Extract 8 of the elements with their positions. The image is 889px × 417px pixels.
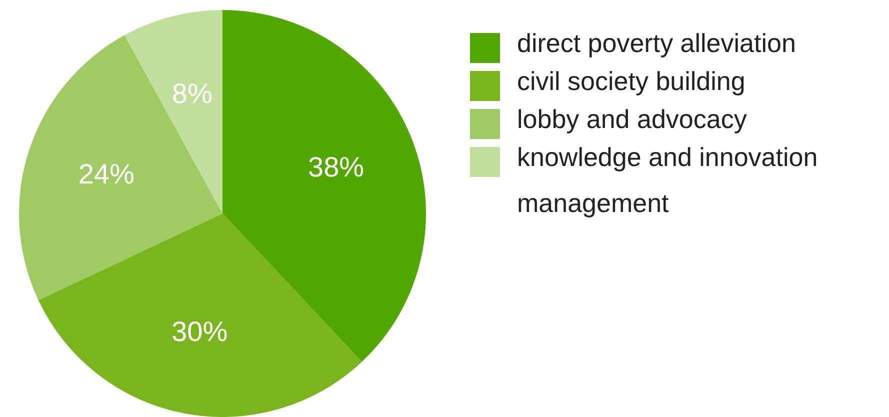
legend-label: civil society building xyxy=(517,65,746,98)
data-label: 30% xyxy=(172,316,228,348)
legend-label: lobby and advocacy xyxy=(517,103,748,136)
data-label: 38% xyxy=(308,151,364,182)
data-label: 8% xyxy=(172,78,212,109)
legend-label: direct poverty alleviation xyxy=(517,27,797,60)
data-label: 24% xyxy=(78,158,134,190)
legend-label: knowledge and innovation management xyxy=(517,141,819,220)
